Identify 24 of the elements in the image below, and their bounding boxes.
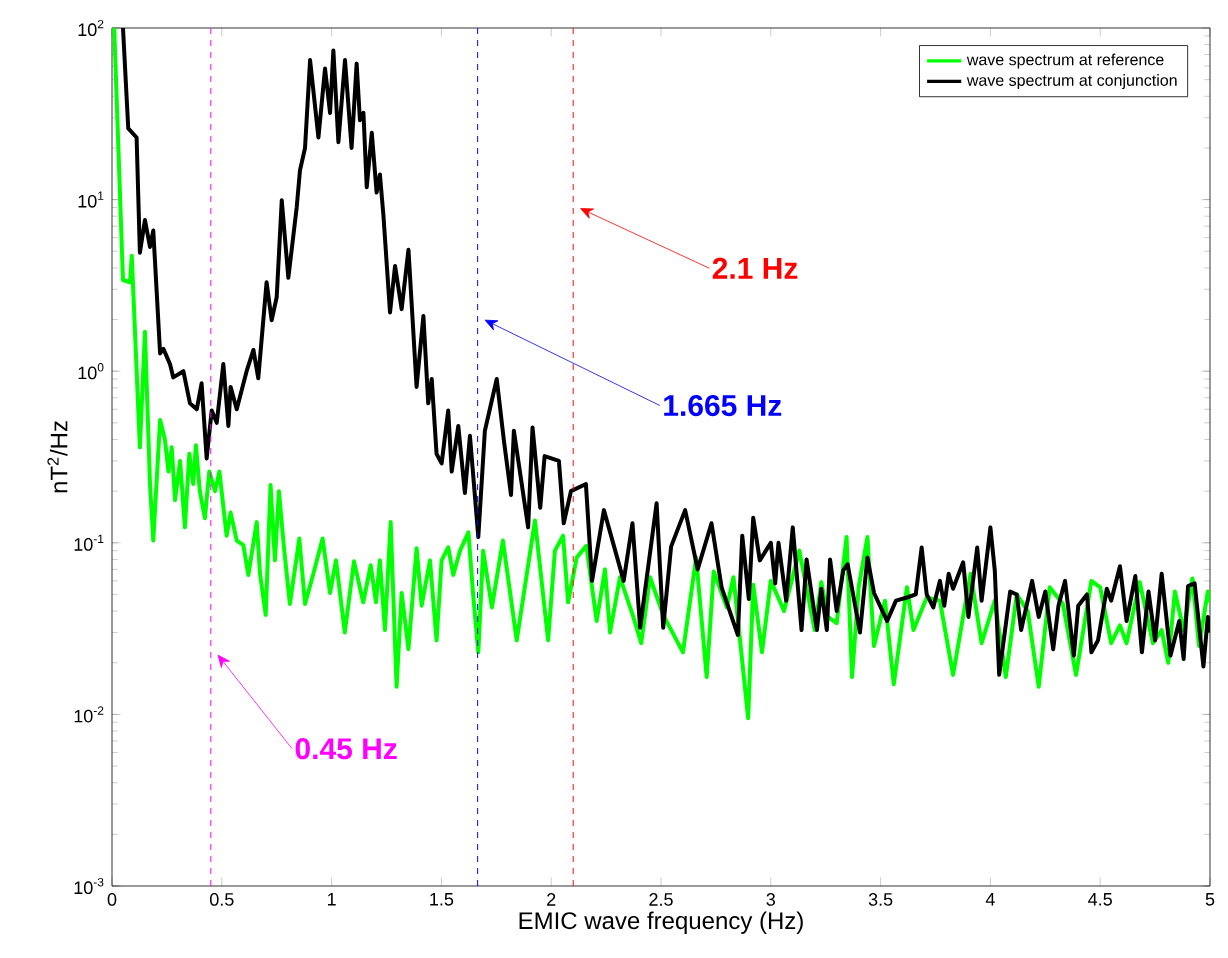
x-tick-label: 3.5 <box>868 893 893 906</box>
x-tick-label: 4 <box>985 893 995 906</box>
legend-label: wave spectrum at reference <box>966 53 1164 69</box>
x-tick-label: 5 <box>1205 893 1215 906</box>
x-tick-label: 2 <box>547 893 556 906</box>
y-tick-label: 10$^{1}$ <box>78 191 104 208</box>
ref-line-label: 0.45 Hz <box>295 738 397 760</box>
x-tick-label: 0.5 <box>209 893 234 906</box>
x-tick-label: 2.5 <box>649 893 673 906</box>
legend-label: wave spectrum at conjunction <box>966 74 1177 90</box>
y-tick-label: 10$^{0}$ <box>78 363 104 380</box>
y-axis-title: nT$^{2}$/Hz <box>47 421 68 493</box>
ref-line-label: 1.665 Hz <box>664 394 782 417</box>
x-tick-label: 0 <box>107 893 117 906</box>
x-axis-title: EMIC wave frequency (Hz) <box>519 911 803 934</box>
x-tick-label: 1 <box>327 893 336 906</box>
y-tick-label: 10$^{-2}$ <box>74 706 104 723</box>
x-tick-label: 1.5 <box>430 893 454 906</box>
y-tick-label: 10$^{-3}$ <box>74 877 104 895</box>
x-tick-label: 4.5 <box>1088 893 1112 906</box>
y-tick-label: 10$^{2}$ <box>78 19 104 37</box>
x-tick-label: 3 <box>766 893 776 906</box>
y-tick-label: 10$^{-1}$ <box>74 534 104 551</box>
ref-line-label: 2.1 Hz <box>712 257 798 279</box>
